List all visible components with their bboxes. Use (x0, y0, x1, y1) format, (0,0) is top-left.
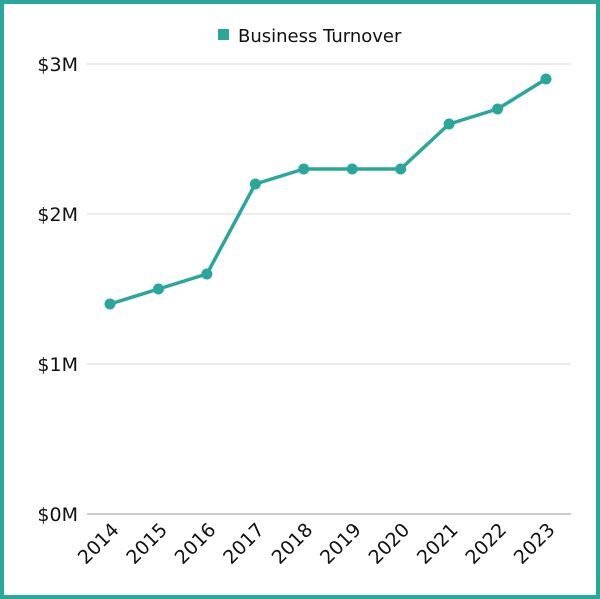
legend-swatch (218, 29, 229, 40)
data-point (249, 178, 261, 190)
data-point (492, 103, 504, 115)
x-tick-label: 2020 (364, 519, 414, 569)
y-tick-label: $1M (37, 354, 78, 376)
x-tick-label: 2022 (461, 519, 511, 569)
x-tick-label: 2018 (268, 519, 318, 569)
y-axis-ticks: $0M $1M $2M $3M (37, 54, 78, 526)
x-tick-label: 2023 (510, 519, 560, 569)
x-tick-label: 2014 (74, 519, 124, 569)
x-tick-label: 2016 (171, 519, 221, 569)
series-line (108, 77, 548, 306)
data-point (443, 118, 455, 130)
x-tick-label: 2019 (316, 519, 366, 569)
data-point (540, 73, 552, 85)
y-tick-label: $3M (37, 54, 78, 76)
legend: Business Turnover (218, 26, 402, 47)
line-chart: Business Turnover $0M$1M$2M$3M 201420152… (37, 26, 571, 569)
x-tick-label: 2017 (219, 519, 269, 569)
gridlines (87, 63, 571, 515)
y-tick-label: $0M (37, 504, 78, 526)
data-point (201, 268, 213, 280)
data-point (298, 163, 310, 175)
data-point (104, 298, 116, 310)
legend-label: Business Turnover (238, 26, 402, 47)
data-point (395, 163, 407, 175)
data-point (152, 283, 164, 295)
x-tick-label: 2021 (413, 519, 463, 569)
x-tick-label: 2015 (122, 519, 172, 569)
y-tick-label: $2M (37, 204, 78, 226)
series-business-turnover (104, 73, 552, 310)
data-point (346, 163, 358, 175)
